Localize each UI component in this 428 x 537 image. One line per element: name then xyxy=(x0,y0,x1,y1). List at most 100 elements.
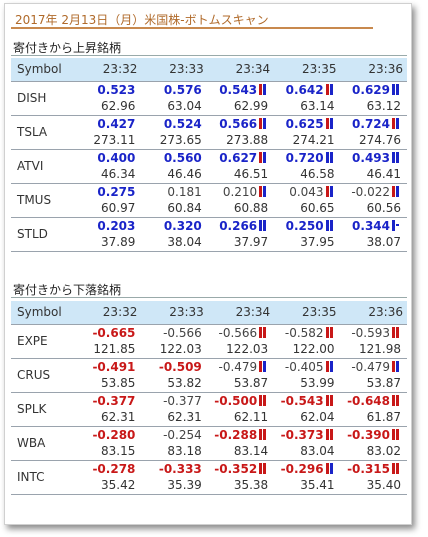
table-row: SPLK -0.377 -0.377 -0.500 -0.543 -0.648 xyxy=(11,391,407,427)
price-cell: 46.41 xyxy=(340,166,407,184)
price-row: 35.42 35.39 35.38 35.41 35.40 xyxy=(11,477,407,495)
change-cell: 0.266 xyxy=(207,216,275,234)
change-cell: -0.566 xyxy=(207,323,275,341)
change-cell: -0.373 xyxy=(274,425,341,443)
change-cell: 0.250 xyxy=(274,216,341,234)
price-cell: 37.89 xyxy=(75,234,142,252)
symbol-cell[interactable]: CRUS xyxy=(11,357,75,393)
change-cell: 0.043 xyxy=(274,182,341,200)
price-cell: 46.46 xyxy=(141,166,208,184)
change-cell: 0.400 xyxy=(75,148,142,166)
change-cell: 0.203 xyxy=(75,216,142,234)
falling-table: Symbol 23:32 23:33 23:34 23:35 23:36 EXP… xyxy=(11,301,407,495)
header-time: 23:32 xyxy=(75,58,142,81)
header-symbol: Symbol xyxy=(11,301,75,324)
trend-icon xyxy=(258,394,268,406)
table-row: WBA -0.280 -0.254 -0.288 -0.373 -0.390 xyxy=(11,425,407,461)
change-cell: -0.278 xyxy=(75,459,142,477)
change-cell: -0.377 xyxy=(75,391,142,409)
rising-section-divider xyxy=(11,55,407,56)
trend-icon xyxy=(258,83,268,95)
table-header-row: Symbol 23:32 23:33 23:34 23:35 23:36 xyxy=(11,301,407,324)
price-cell: 62.99 xyxy=(207,98,275,116)
price-cell: 122.00 xyxy=(274,341,341,359)
change-cell: 0.275 xyxy=(75,182,142,200)
table-row: STLD 0.203 0.320 0.266 0.250 0.344 xyxy=(11,216,407,252)
header-time: 23:36 xyxy=(340,301,407,324)
trend-icon xyxy=(325,360,335,372)
change-cell: 0.566 xyxy=(207,114,275,132)
trend-icon xyxy=(325,151,335,163)
change-cell: -0.479 xyxy=(207,357,275,375)
change-cell: -0.566 xyxy=(141,323,208,341)
table-row: CRUS -0.491 -0.509 -0.479 -0.405 -0.479 xyxy=(11,357,407,393)
price-cell: 35.40 xyxy=(340,477,407,495)
scan-panel: 2017年 2月13日（月）米国株-ボトムスキャン 寄付きから上昇銘柄 Symb… xyxy=(4,3,412,525)
price-row: 121.85 122.03 122.03 122.00 121.98 xyxy=(11,341,407,359)
symbol-cell[interactable]: WBA xyxy=(11,425,75,461)
price-cell: 35.42 xyxy=(75,477,142,495)
change-cell: -0.543 xyxy=(274,391,341,409)
trend-icon xyxy=(325,83,335,95)
price-cell: 273.65 xyxy=(141,132,208,150)
price-cell: 83.02 xyxy=(340,443,407,461)
header-time: 23:36 xyxy=(340,58,407,81)
change-cell: 0.320 xyxy=(141,216,208,234)
table-row: TSLA 0.427 0.524 0.566 0.625 0.724 xyxy=(11,114,407,150)
price-cell: 274.21 xyxy=(274,132,341,150)
price-cell: 53.85 xyxy=(75,375,142,393)
price-cell: 38.04 xyxy=(141,234,208,252)
change-cell: -0.500 xyxy=(207,391,275,409)
symbol-cell[interactable]: INTC xyxy=(11,459,75,495)
price-cell: 37.97 xyxy=(207,234,275,252)
trend-icon xyxy=(258,117,268,129)
price-cell: 122.03 xyxy=(207,341,275,359)
change-cell: 0.210 xyxy=(207,182,275,200)
change-cell: -0.390 xyxy=(340,425,407,443)
price-row: 60.97 60.84 60.88 60.65 60.56 xyxy=(11,200,407,218)
price-cell: 53.87 xyxy=(340,375,407,393)
price-cell: 62.11 xyxy=(207,409,275,427)
symbol-cell[interactable]: ATVI xyxy=(11,148,75,184)
change-cell: -0.405 xyxy=(274,357,341,375)
change-cell: -0.479 xyxy=(340,357,407,375)
symbol-cell[interactable]: SPLK xyxy=(11,391,75,427)
change-cell: 0.524 xyxy=(141,114,208,132)
page-title: 2017年 2月13日（月）米国株-ボトムスキャン xyxy=(15,13,269,27)
price-cell: 60.65 xyxy=(274,200,341,218)
symbol-cell[interactable]: TMUS xyxy=(11,182,75,218)
price-cell: 35.41 xyxy=(274,477,341,495)
price-cell: 62.31 xyxy=(141,409,208,427)
trend-icon xyxy=(258,462,268,474)
symbol-cell[interactable]: TSLA xyxy=(11,114,75,150)
header-symbol: Symbol xyxy=(11,58,75,81)
trend-icon xyxy=(391,219,401,231)
price-row: 273.11 273.65 273.88 274.21 274.76 xyxy=(11,132,407,150)
symbol-cell[interactable]: STLD xyxy=(11,216,75,252)
change-cell: -0.509 xyxy=(141,357,208,375)
symbol-cell[interactable]: EXPE xyxy=(11,323,75,359)
title-divider xyxy=(11,27,373,29)
header-time: 23:35 xyxy=(274,301,341,324)
table-row: ATVI 0.400 0.560 0.627 0.720 0.493 xyxy=(11,148,407,184)
price-row: 37.89 38.04 37.97 37.95 38.07 xyxy=(11,234,407,252)
price-cell: 62.31 xyxy=(75,409,142,427)
symbol-cell[interactable]: DISH xyxy=(11,80,75,116)
falling-section-title: 寄付きから下落銘柄 xyxy=(13,283,122,297)
price-row: 53.85 53.82 53.87 53.99 53.87 xyxy=(11,375,407,393)
change-cell: 0.523 xyxy=(75,80,142,98)
trend-icon xyxy=(325,219,335,231)
header-time: 23:35 xyxy=(274,58,341,81)
change-cell: 0.642 xyxy=(274,80,341,98)
price-cell: 62.96 xyxy=(75,98,142,116)
change-cell: -0.288 xyxy=(207,425,275,443)
price-row: 62.31 62.31 62.11 62.04 61.87 xyxy=(11,409,407,427)
price-cell: 83.18 xyxy=(141,443,208,461)
change-cell: -0.315 xyxy=(340,459,407,477)
price-cell: 62.04 xyxy=(274,409,341,427)
trend-icon xyxy=(391,83,401,95)
change-cell: -0.022 xyxy=(340,182,407,200)
change-cell: 0.629 xyxy=(340,80,407,98)
change-cell: 0.576 xyxy=(141,80,208,98)
change-cell: 0.720 xyxy=(274,148,341,166)
